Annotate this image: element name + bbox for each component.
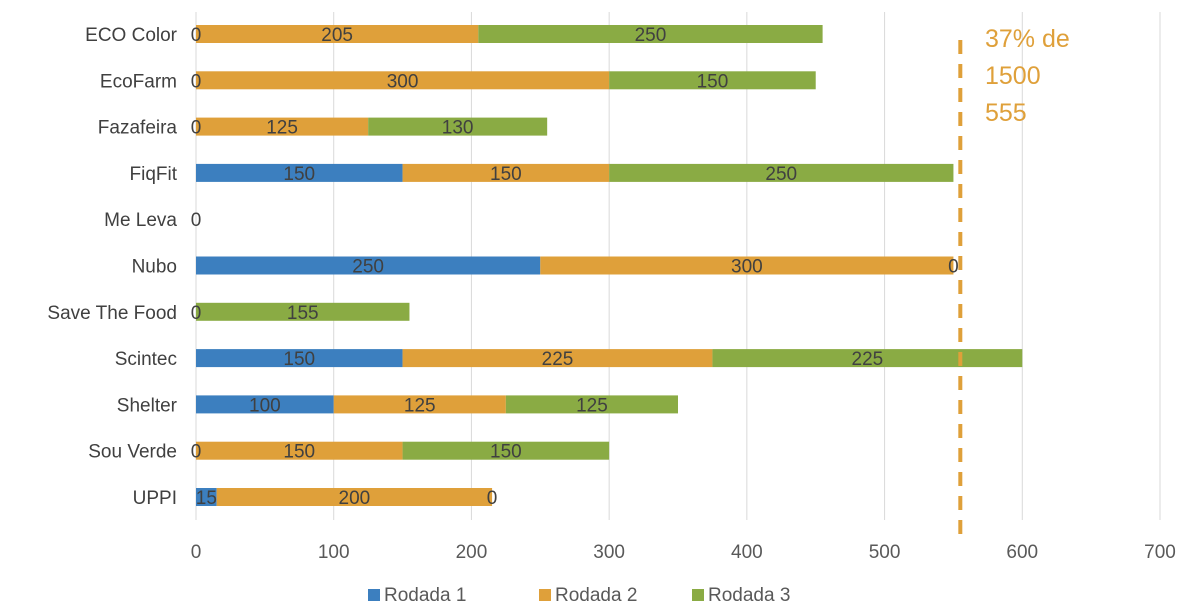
category-label: Shelter — [117, 395, 178, 416]
reference-line: 37% de 1500 555 — [958, 25, 1070, 540]
category-label: Fazafeira — [98, 118, 178, 139]
data-label: 300 — [731, 257, 763, 278]
category-label: Save The Food — [47, 303, 177, 324]
x-tick-label: 500 — [869, 542, 901, 563]
x-tick-label: 100 — [318, 542, 350, 563]
data-label: 125 — [404, 395, 436, 416]
bar-segment — [333, 395, 506, 414]
data-label: 205 — [321, 25, 353, 46]
data-label: 250 — [352, 257, 384, 278]
legend-label: Rodada 3 — [708, 585, 790, 606]
category-labels: ECO Color EcoFarm Fazafeira FiqFit Me Leva Nu… — [47, 25, 177, 509]
bar-segment — [478, 25, 823, 43]
category-label: ECO Color — [85, 25, 178, 46]
bar-segment — [196, 488, 217, 506]
legend-label: Rodada 2 — [555, 585, 637, 606]
reference-line-label: 1500 — [985, 62, 1041, 90]
data-label: 225 — [542, 349, 574, 370]
category-label: Scintec — [115, 349, 177, 370]
data-label: 125 — [266, 118, 298, 139]
bar-segment — [196, 117, 369, 136]
data-label: 0 — [487, 488, 498, 509]
bar-segment — [368, 117, 548, 136]
bar-segment — [196, 349, 403, 368]
data-label: 0 — [191, 25, 202, 46]
legend-label: Rodada 1 — [384, 585, 466, 606]
x-tick-label: 200 — [456, 542, 488, 563]
data-label: 150 — [697, 71, 729, 92]
bar-segment — [196, 163, 403, 182]
legend-swatch — [368, 589, 380, 601]
x-tick-label: 700 — [1144, 542, 1176, 563]
x-tick-labels: 0 100 200 300 400 500 600 700 — [191, 542, 1176, 563]
bar-segment — [196, 441, 403, 460]
bars — [196, 25, 1023, 506]
data-label: 250 — [765, 164, 797, 185]
data-label: 0 — [948, 257, 959, 278]
bar-segment — [609, 71, 816, 90]
category-label: Sou Verde — [88, 442, 177, 463]
x-tick-label: 400 — [731, 542, 763, 563]
data-label: 0 — [191, 118, 202, 139]
data-label: 0 — [191, 210, 202, 231]
x-tick-label: 300 — [593, 542, 625, 563]
data-label: 0 — [191, 71, 202, 92]
data-label: 200 — [339, 488, 371, 509]
data-label: 150 — [490, 164, 522, 185]
bar-segment — [196, 25, 479, 43]
data-label: 0 — [191, 442, 202, 463]
bar-segment — [609, 163, 954, 182]
bar-segment — [540, 256, 954, 275]
data-label: 225 — [852, 349, 884, 370]
bar-segment — [505, 395, 678, 414]
data-label: 300 — [387, 71, 419, 92]
reference-line-label: 37% de — [985, 25, 1070, 53]
data-label: 0 — [191, 303, 202, 324]
data-label: 150 — [283, 349, 315, 370]
bar-segment — [216, 488, 493, 506]
reference-line-label: 555 — [985, 99, 1027, 127]
data-label: 130 — [442, 118, 474, 139]
bar-segment — [196, 256, 541, 275]
category-label: FiqFit — [130, 164, 178, 185]
x-tick-label: 600 — [1006, 542, 1038, 563]
legend: Rodada 1 Rodada 2 Rodada 3 — [368, 585, 790, 606]
data-label: 150 — [283, 442, 315, 463]
data-label: 125 — [576, 395, 608, 416]
bar-segment — [402, 441, 610, 460]
category-label: Me Leva — [104, 210, 177, 231]
bar-segment — [196, 71, 610, 90]
bar-segment — [712, 349, 1023, 368]
bar-segment — [402, 349, 713, 368]
legend-swatch — [692, 589, 704, 601]
bar-segment — [196, 395, 334, 414]
category-label: Nubo — [132, 257, 177, 278]
data-label: 100 — [249, 395, 281, 416]
data-label: 150 — [490, 442, 522, 463]
legend-swatch — [539, 589, 551, 601]
bar-segment — [402, 163, 610, 182]
category-label: EcoFarm — [100, 71, 177, 92]
data-label: 250 — [635, 25, 667, 46]
x-tick-label: 0 — [191, 542, 202, 563]
data-label: 150 — [283, 164, 315, 185]
data-label: 15 — [196, 488, 217, 509]
category-label: UPPI — [133, 488, 177, 509]
data-label: 155 — [287, 303, 319, 324]
bar-segment — [196, 302, 410, 321]
